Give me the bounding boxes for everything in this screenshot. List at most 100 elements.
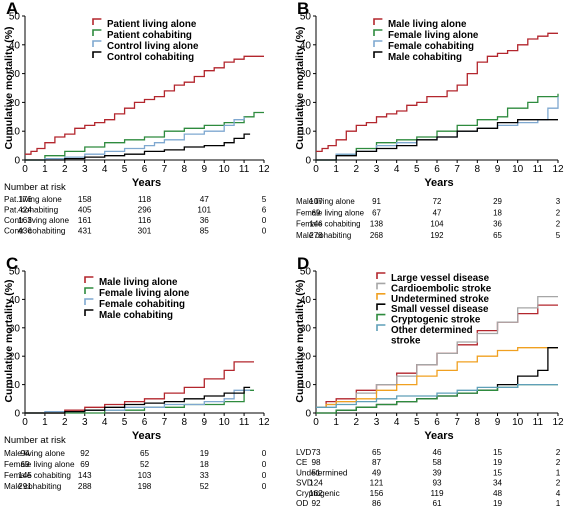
risk-row-value: 107	[309, 197, 322, 206]
risk-row-value: 5	[556, 231, 561, 240]
legend-swatch	[92, 29, 102, 36]
x-tick-label: 0	[313, 417, 319, 428]
y-axis-label: Cumulative mortality (%)	[294, 26, 306, 149]
x-axis-label: Years	[424, 430, 453, 442]
risk-row-label: Male living alone	[4, 449, 65, 458]
y-tick-label: 10	[9, 380, 21, 391]
x-tick-label: 6	[434, 164, 440, 175]
x-tick-label: 6	[434, 417, 440, 428]
risk-row-value: 3	[556, 197, 561, 206]
risk-row-value: 1	[556, 468, 561, 477]
series-line	[316, 93, 559, 161]
legend-swatch	[373, 18, 383, 25]
risk-row-label: Female living alone	[296, 208, 365, 217]
risk-row-label: Male cohabiting	[296, 231, 351, 240]
panel-letter: A	[6, 0, 18, 18]
risk-row-value: 101	[197, 206, 211, 215]
risk-row-value: 0	[262, 471, 267, 480]
y-tick-label: 20	[9, 352, 21, 363]
legend-swatch	[373, 40, 383, 47]
risk-row-value: 0	[262, 227, 267, 236]
risk-row-value: 0	[262, 216, 267, 225]
legend-label: Other determined	[391, 325, 473, 336]
risk-row-value: 85	[200, 227, 210, 236]
y-tick-label: 0	[14, 156, 20, 167]
risk-row-value: 405	[78, 206, 92, 215]
legend-label: Male cohabiting	[99, 310, 173, 321]
risk-row-value: 15	[493, 468, 503, 477]
y-tick-label: 10	[9, 127, 21, 138]
risk-row-value: 1	[556, 499, 561, 508]
risk-row-value: 124	[309, 479, 323, 488]
risk-row-label: Female cohabiting	[4, 471, 71, 480]
risk-row-value: 51	[311, 468, 321, 477]
x-tick-label: 7	[162, 164, 168, 175]
y-tick-label: 30	[300, 323, 312, 334]
risk-row-value: 19	[200, 449, 210, 458]
risk-row-value: 36	[200, 216, 210, 225]
risk-row-value: 176	[18, 195, 32, 204]
risk-row-value: 65	[140, 449, 150, 458]
x-axis-label: Years	[132, 430, 161, 442]
risk-row-value: 65	[372, 448, 382, 457]
risk-row-value: 72	[433, 197, 442, 206]
y-tick-label: 10	[300, 127, 312, 138]
risk-row-label: Male living alone	[296, 197, 355, 206]
legend-label: Control living alone	[107, 41, 199, 52]
risk-row-value: 92	[80, 449, 90, 458]
x-tick-label: 5	[122, 417, 128, 428]
risk-row-value: 91	[372, 197, 381, 206]
risk-row-value: 73	[311, 448, 321, 457]
risk-row-value: 5	[262, 195, 267, 204]
x-tick-label: 12	[552, 417, 564, 428]
x-tick-label: 12	[552, 164, 564, 175]
risk-table-title: Number at risk	[4, 435, 66, 446]
x-tick-label: 2	[354, 417, 360, 428]
risk-row-value: 2	[556, 208, 560, 217]
legend-label: Small vessel disease	[391, 304, 489, 315]
legend-swatch	[376, 293, 386, 300]
y-tick-label: 20	[300, 352, 312, 363]
risk-row-value: 0	[262, 460, 267, 469]
risk-row-value: 0	[262, 449, 267, 458]
x-tick-label: 11	[533, 417, 544, 428]
y-tick-label: 50	[9, 12, 21, 23]
risk-row-label: Cryptogenic	[296, 489, 340, 498]
x-tick-label: 1	[333, 417, 339, 428]
x-tick-label: 12	[258, 417, 270, 428]
x-tick-label: 11	[239, 164, 250, 175]
risk-row-value: 138	[370, 220, 384, 229]
x-tick-label: 5	[122, 164, 128, 175]
legend-label: Male cohabiting	[388, 52, 462, 63]
series-line	[25, 361, 254, 414]
x-tick-label: 8	[182, 417, 188, 428]
risk-row-value: 98	[311, 458, 321, 467]
legend-swatch	[373, 51, 383, 58]
panel-letter: B	[297, 0, 309, 18]
legend-swatch	[376, 282, 386, 290]
x-tick-label: 4	[102, 417, 108, 428]
risk-row-value: 296	[138, 206, 152, 215]
legend-label: Patient cohabiting	[107, 30, 192, 41]
risk-row-label: OD	[296, 499, 308, 508]
x-tick-label: 7	[454, 164, 460, 175]
series-line	[25, 133, 251, 161]
x-tick-label: 1	[42, 417, 48, 428]
x-tick-label: 2	[354, 164, 360, 175]
legend-swatch	[92, 51, 102, 58]
series-line	[25, 111, 264, 161]
series-line	[316, 119, 558, 161]
x-tick-label: 5	[414, 164, 420, 175]
risk-row-value: 61	[432, 499, 442, 508]
risk-row-value: 67	[372, 208, 381, 217]
legend-swatch	[92, 40, 102, 47]
risk-row-value: 436	[18, 227, 32, 236]
risk-row-value: 93	[432, 479, 442, 488]
risk-row-value: 161	[78, 216, 92, 225]
x-tick-label: 10	[512, 164, 524, 175]
risk-row-value: 2	[556, 220, 560, 229]
risk-row-value: 163	[18, 216, 32, 225]
risk-row-value: 18	[493, 208, 502, 217]
x-tick-label: 10	[512, 417, 524, 428]
